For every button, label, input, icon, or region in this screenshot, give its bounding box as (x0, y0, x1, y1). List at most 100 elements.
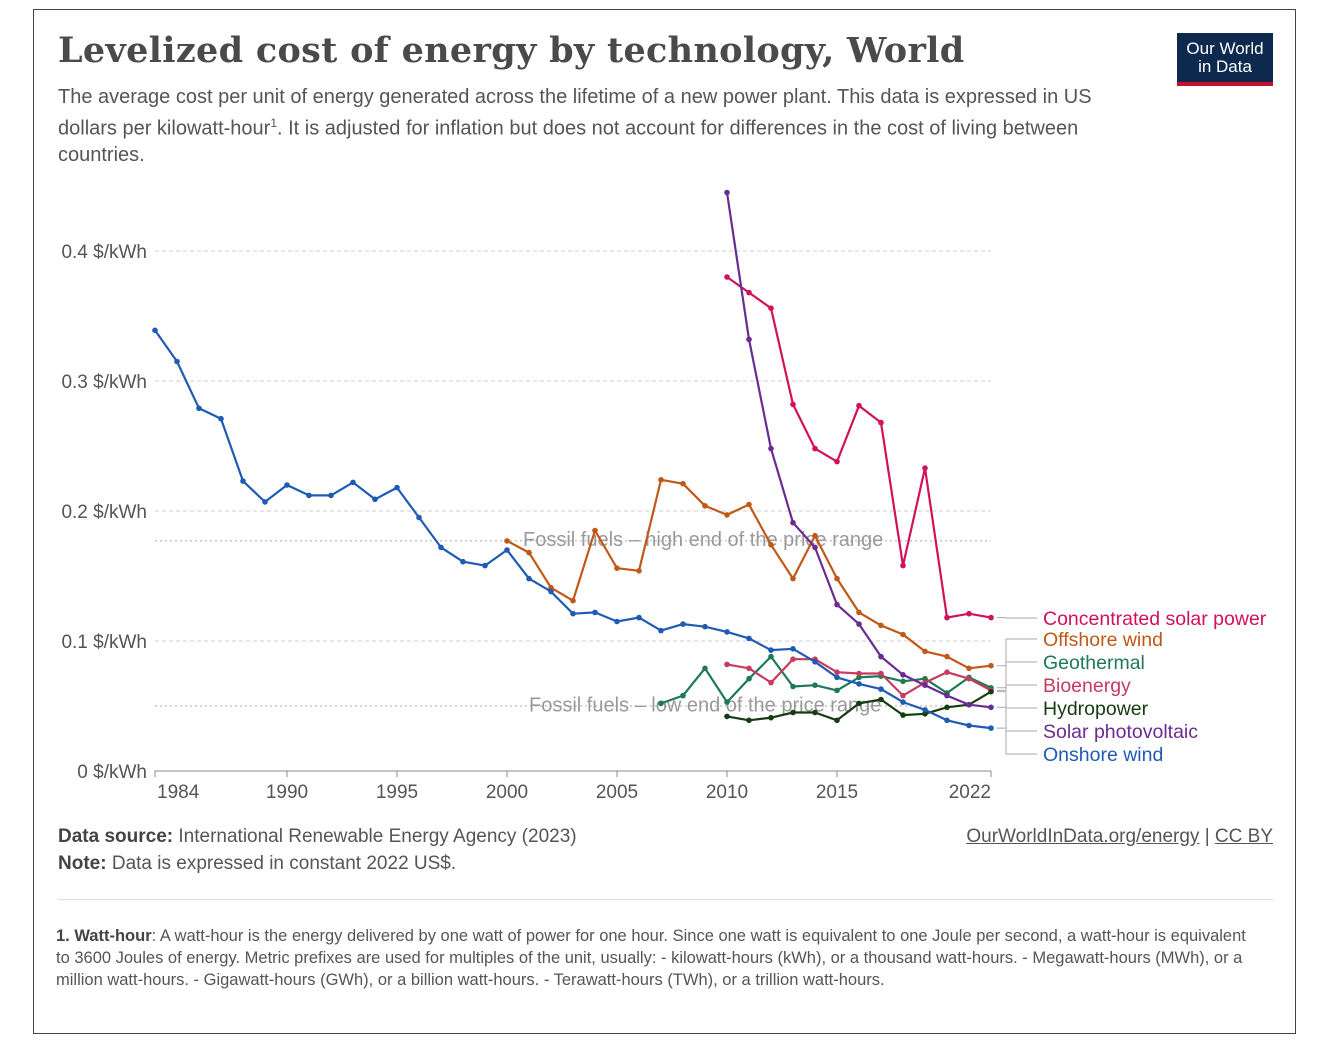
data-point (922, 707, 928, 713)
data-point (900, 631, 906, 638)
series-line-geothermal (660, 655, 992, 705)
y-tick-label: 0.1 $/kWh (61, 632, 147, 653)
label-connector (997, 684, 1037, 691)
owid-logo[interactable]: Our World in Data (1177, 33, 1273, 86)
data-point (768, 542, 774, 548)
y-tick-label: 0.4 $/kWh (61, 242, 147, 263)
label-connector (997, 727, 1037, 755)
data-point (636, 614, 642, 621)
data-point (944, 669, 950, 675)
data-point (768, 679, 774, 686)
x-tick-label: 2022 (949, 782, 991, 803)
data-point (878, 670, 884, 677)
series-label: Concentrated solar power (1043, 608, 1267, 630)
series-label: Onshore wind (1043, 744, 1163, 766)
data-point (768, 647, 774, 653)
series-label: Offshore wind (1043, 629, 1163, 651)
data-point (746, 717, 752, 724)
data-point (768, 653, 774, 660)
data-point (702, 503, 708, 509)
subtitle-text: The average cost per unit of energy gene… (58, 86, 1092, 140)
data-point (504, 547, 510, 553)
series-line-solar-photovoltaic (725, 192, 992, 709)
data-point (482, 562, 488, 569)
data-point (856, 674, 862, 681)
data-point (724, 189, 730, 196)
data-point (966, 722, 972, 729)
data-point (790, 709, 796, 716)
data-point (548, 588, 554, 595)
data-point (570, 597, 576, 604)
data-point (944, 704, 950, 711)
data-point (746, 635, 752, 642)
x-tick-label: 2000 (486, 782, 528, 803)
reference-line-label: Fossil fuels – high end of the price ran… (523, 529, 883, 551)
data-point (856, 681, 862, 687)
data-point (746, 501, 752, 508)
data-point (174, 358, 180, 365)
footer-links: OurWorldInData.org/energy | CC BY (966, 826, 1273, 848)
data-point (768, 445, 774, 452)
data-point (790, 656, 796, 662)
subtitle-text-2: . It is adjusted for inflation but does … (58, 117, 1079, 166)
data-point (834, 674, 840, 681)
note-label: Note: (58, 853, 107, 874)
x-tick-label: 1995 (376, 782, 418, 803)
data-point (922, 465, 928, 471)
data-point (680, 692, 686, 699)
x-tick-label: 1984 (157, 782, 200, 803)
data-point (592, 527, 598, 534)
data-point (878, 419, 884, 426)
data-point (218, 415, 224, 422)
divider (58, 899, 1273, 900)
data-point (812, 682, 818, 688)
source-link[interactable]: OurWorldInData.org/energy (966, 826, 1200, 847)
data-point (790, 401, 796, 408)
data-point (614, 565, 620, 571)
data-point (812, 532, 818, 539)
license-link[interactable]: CC BY (1214, 826, 1273, 847)
data-point (746, 289, 752, 296)
data-point (944, 653, 950, 660)
data-point (834, 687, 840, 694)
data-point (944, 692, 950, 699)
data-point (262, 499, 268, 505)
data-point (922, 711, 928, 717)
data-point (856, 621, 862, 627)
data-point (768, 305, 774, 312)
data-point (746, 336, 752, 343)
series-label: Geothermal (1043, 652, 1145, 674)
logo-line-2: in Data (1198, 57, 1252, 76)
data-point (724, 699, 730, 705)
data-point (922, 648, 928, 655)
link-separator: | (1199, 826, 1215, 847)
note: Note: Data is expressed in constant 2022… (58, 853, 456, 875)
label-connector (997, 661, 1037, 689)
label-connector (997, 691, 1037, 709)
data-point (856, 609, 862, 616)
footnote-marker[interactable]: 1 (270, 116, 278, 130)
data-point (702, 665, 708, 672)
data-point (438, 544, 444, 551)
data-point (284, 482, 290, 488)
data-point (944, 614, 950, 621)
data-point (680, 480, 686, 487)
data-point (834, 601, 840, 608)
data-point (504, 538, 510, 544)
data-point (856, 700, 862, 707)
data-point (922, 675, 928, 682)
data-point (900, 712, 906, 718)
chart-frame (33, 9, 1296, 1034)
data-point (812, 659, 818, 665)
series-label: Bioenergy (1043, 675, 1131, 697)
data-point (196, 405, 202, 412)
data-point (460, 558, 466, 565)
data-point (658, 700, 664, 707)
note-text: Data is expressed in constant 2022 US$. (106, 853, 457, 874)
data-point (724, 713, 730, 720)
data-point (724, 274, 730, 280)
data-point (922, 682, 928, 688)
logo-line-1: Our World (1186, 39, 1264, 58)
data-point (834, 575, 840, 582)
chart-subtitle: The average cost per unit of energy gene… (58, 84, 1148, 168)
